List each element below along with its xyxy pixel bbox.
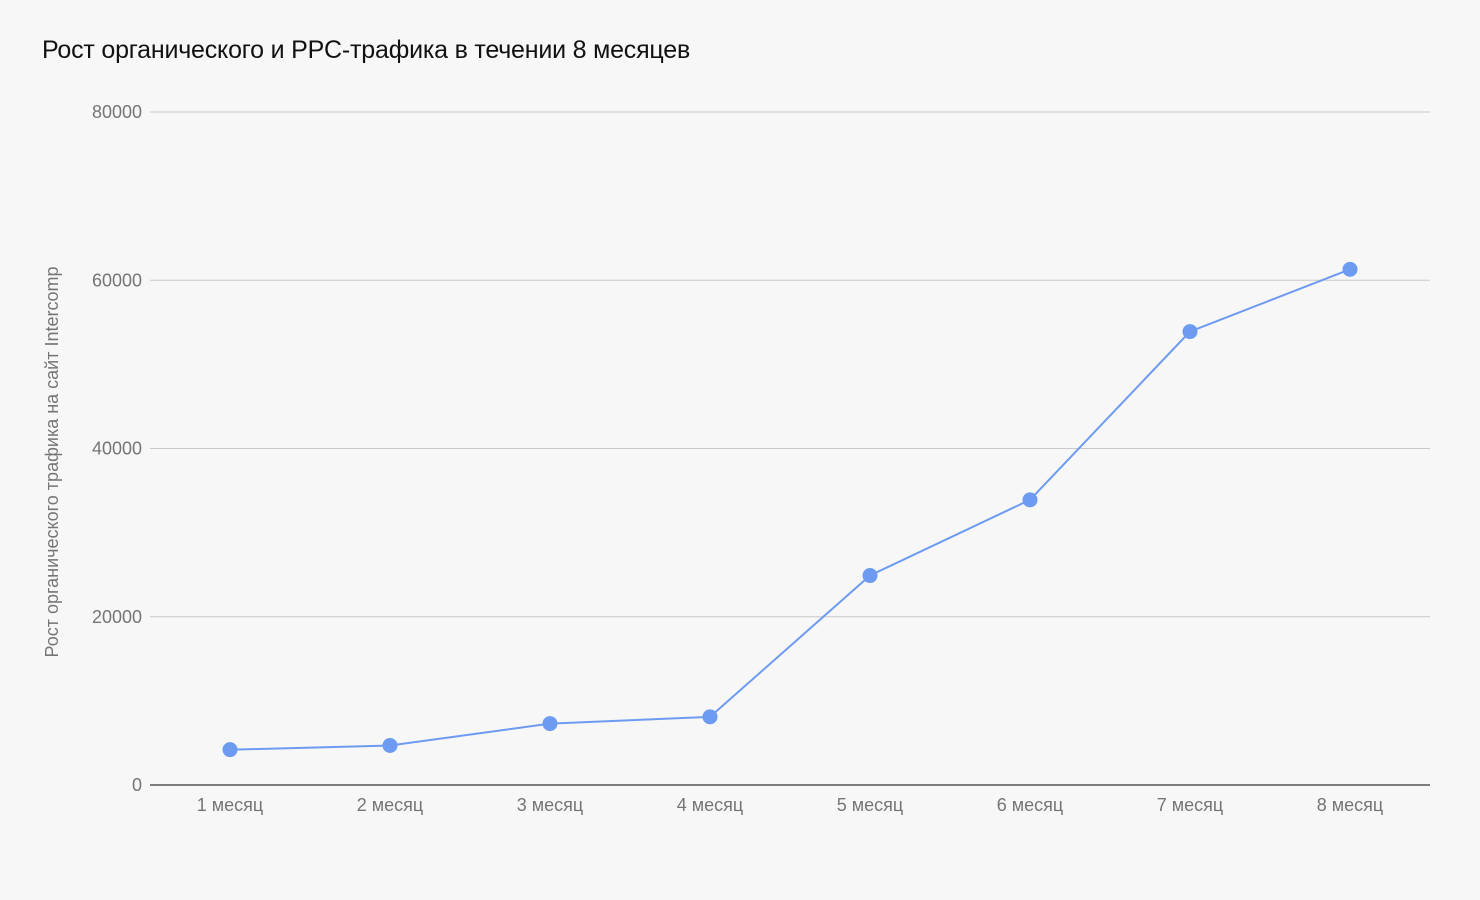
series-line [229, 268, 1351, 751]
y-tick-label: 80000 [92, 102, 142, 122]
x-tick-label: 3 месяц [517, 795, 583, 815]
x-tick-label: 6 месяц [997, 795, 1063, 815]
data-point [382, 737, 398, 753]
y-tick-label: 60000 [92, 270, 142, 290]
data-point [1022, 492, 1038, 508]
data-point [1342, 261, 1358, 277]
y-axis-label: Рост органического трафика на сайт Inter… [42, 266, 62, 657]
data-point [542, 716, 558, 732]
y-tick-label: 0 [132, 775, 142, 795]
data-point [702, 709, 718, 725]
x-tick-label: 7 месяц [1157, 795, 1223, 815]
x-tick-label: 4 месяц [677, 795, 743, 815]
data-point [222, 742, 238, 758]
y-tick-label: 40000 [92, 439, 142, 459]
x-tick-label: 8 месяц [1317, 795, 1383, 815]
data-point [1182, 324, 1198, 340]
x-tick-label: 2 месяц [357, 795, 423, 815]
chart-title: Рост органического и PPC-трафика в течен… [42, 36, 691, 64]
y-tick-label: 20000 [92, 607, 142, 627]
x-tick-label: 5 месяц [837, 795, 903, 815]
x-tick-label: 1 месяц [197, 795, 263, 815]
data-point [862, 568, 878, 584]
